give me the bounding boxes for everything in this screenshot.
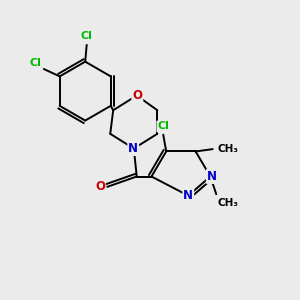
Text: Cl: Cl <box>29 58 41 68</box>
Text: N: N <box>183 189 193 202</box>
Text: Cl: Cl <box>81 31 93 41</box>
Text: CH₃: CH₃ <box>218 144 239 154</box>
Text: O: O <box>95 180 105 193</box>
Text: CH₃: CH₃ <box>218 198 239 208</box>
Text: N: N <box>207 170 217 183</box>
Text: N: N <box>128 142 138 155</box>
Text: O: O <box>132 89 142 102</box>
Text: Cl: Cl <box>157 122 169 131</box>
